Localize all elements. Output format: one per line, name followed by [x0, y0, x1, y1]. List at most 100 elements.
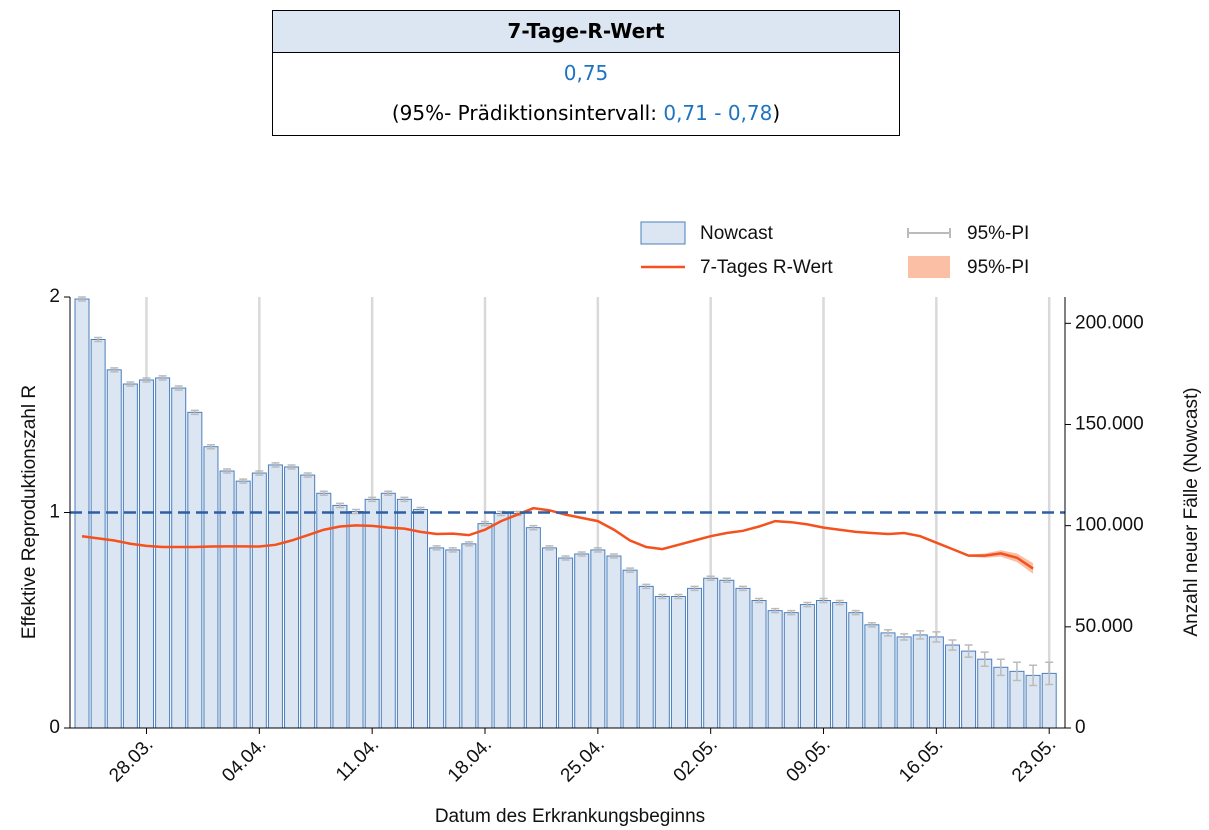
- error-bar: [223, 468, 232, 474]
- bar: [284, 466, 300, 729]
- y-tick-label: 2: [49, 286, 60, 307]
- x-tick-label: 11.04.: [332, 734, 383, 785]
- bar: [138, 379, 154, 729]
- y2-axis-title: Anzahl neuer Fälle (Nowcast): [1181, 387, 1202, 636]
- error-bar: [78, 296, 86, 302]
- interval-low: 0,71: [663, 101, 708, 125]
- error-bar: [481, 520, 489, 527]
- bar: [90, 338, 106, 729]
- error-bar: [690, 585, 699, 592]
- x-tick-label: 18.04.: [444, 734, 496, 786]
- bar: [848, 612, 864, 729]
- error-bar: [835, 599, 844, 606]
- error-bar: [206, 443, 215, 450]
- error-bar: [980, 651, 989, 668]
- bar: [735, 587, 751, 729]
- error-bar: [851, 609, 860, 616]
- bar: [267, 464, 283, 729]
- bar: [122, 383, 138, 729]
- error-bar: [400, 496, 409, 503]
- bar: [783, 612, 799, 729]
- bar: [509, 513, 525, 729]
- bar: [235, 480, 251, 729]
- legend-swatch: [907, 228, 951, 238]
- legend-label: 95%-PI: [967, 257, 1029, 278]
- bar: [751, 600, 767, 729]
- x-tick-label: 02.05.: [670, 734, 722, 786]
- legend-label: 95%-PI: [967, 223, 1029, 244]
- error-bar: [884, 629, 892, 637]
- interval-high: 0,78: [727, 101, 773, 125]
- bar: [993, 666, 1009, 729]
- bar: [445, 549, 461, 729]
- error-bar: [771, 607, 780, 614]
- x-tick-label: 16.05.: [895, 734, 947, 786]
- error-bar: [577, 551, 586, 557]
- x-tick-label: 23.05.: [1008, 734, 1060, 786]
- bar: [396, 498, 412, 729]
- bar: [461, 543, 477, 729]
- y2-tick-label: 150.000: [1075, 413, 1144, 434]
- error-bar: [593, 547, 602, 553]
- x-tick-label: 04.04.: [218, 734, 270, 786]
- bar: [493, 513, 509, 729]
- legend-swatch: [908, 256, 950, 278]
- x-tick-label: 09.05.: [782, 734, 834, 786]
- bar: [219, 470, 235, 729]
- error-bar: [916, 630, 925, 640]
- x-tick-label: 25.04.: [557, 734, 609, 786]
- error-bar: [561, 555, 570, 561]
- error-bar: [819, 597, 828, 604]
- error-bar: [1045, 661, 1054, 686]
- bar: [703, 577, 719, 729]
- bar: [864, 624, 880, 729]
- error-bar: [255, 470, 264, 476]
- bar: [687, 587, 703, 729]
- error-bar: [932, 631, 941, 643]
- x-axis-title: Datum des Erkrankungsbeginns: [435, 806, 705, 827]
- bar: [413, 508, 429, 729]
- bar: [171, 387, 187, 729]
- error-bar: [642, 583, 651, 590]
- bar: [477, 523, 493, 729]
- bar: [541, 547, 557, 729]
- x-tick-label: 28.03.: [105, 734, 157, 786]
- error-bar: [384, 490, 393, 497]
- bar: [574, 553, 590, 729]
- error-bar: [706, 575, 715, 582]
- y-tick-label: 1: [49, 502, 60, 523]
- bar: [638, 585, 654, 729]
- interval-suffix: ): [772, 101, 781, 125]
- error-bar: [755, 597, 764, 604]
- error-bar: [190, 409, 199, 416]
- error-bar: [1029, 664, 1038, 687]
- error-bar: [545, 545, 554, 551]
- bar: [944, 644, 960, 729]
- error-bar: [658, 593, 667, 600]
- error-bar: [674, 593, 683, 600]
- error-bar: [319, 490, 328, 497]
- error-bar: [448, 547, 457, 553]
- error-bar: [174, 385, 183, 391]
- summary-table: 7-Tage-R-Wert 0,75 (95%- Prädiktionsinte…: [272, 10, 900, 136]
- bar: [155, 377, 171, 729]
- bar: [816, 600, 832, 729]
- error-bar: [239, 478, 248, 484]
- error-bar: [803, 601, 812, 608]
- interval-sep: -: [714, 101, 722, 125]
- y-axis-title: Effektive Reproduktionszahl R: [19, 385, 40, 639]
- bar: [832, 602, 848, 729]
- legend-swatch: [640, 221, 686, 245]
- error-bar: [964, 644, 973, 658]
- error-bar: [158, 375, 167, 381]
- error-bar: [722, 577, 731, 584]
- bar: [961, 650, 977, 729]
- error-bar: [626, 567, 635, 573]
- bar: [719, 579, 735, 729]
- bar: [622, 569, 638, 729]
- error-bar: [996, 658, 1005, 677]
- error-bar: [126, 381, 135, 387]
- y2-tick-label: 0: [1075, 717, 1086, 738]
